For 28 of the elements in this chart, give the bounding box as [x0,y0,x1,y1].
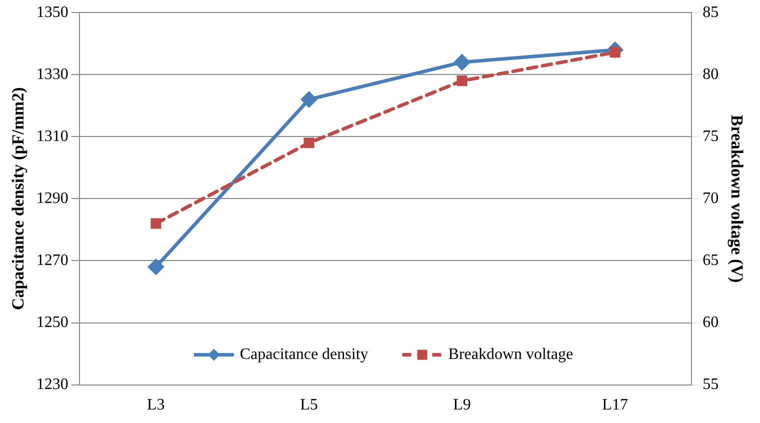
y-tick-label: 1350 [36,4,68,21]
point [454,54,470,70]
point [148,259,164,275]
x-tick-label: L3 [147,396,165,414]
legend-label: Breakdown voltage [448,346,574,364]
point [304,138,314,148]
legend-label: Capacitance density [240,346,368,364]
y-tick-label: 1290 [36,190,68,207]
x-tick-label: L5 [300,396,318,414]
y-tick-label: 1250 [36,314,68,331]
y2-tick-label: 65 [702,252,719,269]
y2-tick-label: 85 [702,4,719,21]
y-tick-label: 1230 [36,376,68,394]
y2-tick-label: 75 [702,128,719,145]
y2-tick-label: 80 [702,66,719,83]
x-tick-label: L17 [602,396,628,414]
x-tick-label: L9 [453,396,471,414]
y2-tick-label: 70 [702,190,719,207]
y2-tick-label: 55 [702,376,719,394]
point [150,218,162,229]
point [456,76,468,86]
y-tick-label: 1270 [36,252,68,269]
y-axis-title: Capacitance density (pF/mm2) [8,87,28,310]
y2-axis-title: Breakdown voltage (V) [727,114,746,283]
y-tick-label: 1310 [36,128,68,145]
point [301,92,317,108]
y-tick-label: 1330 [36,66,68,83]
y2-tick-label: 60 [702,314,719,331]
